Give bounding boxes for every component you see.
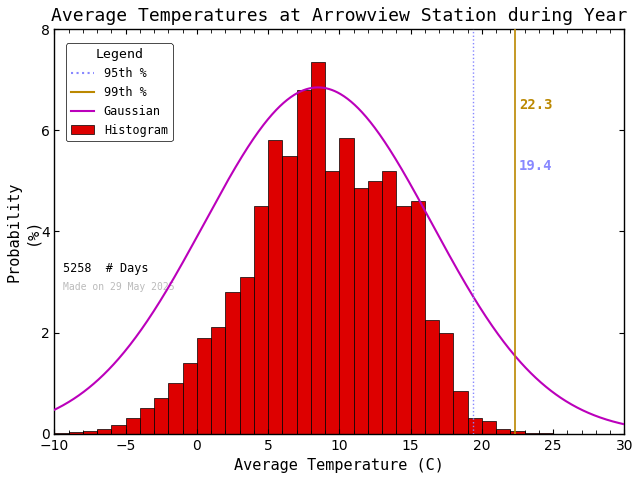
Bar [97, 429, 111, 433]
Y-axis label: Probability
(%): Probability (%) [7, 181, 39, 282]
Bar [311, 62, 325, 433]
Bar [368, 181, 382, 433]
Bar [282, 156, 297, 433]
Bar [510, 431, 525, 433]
Bar [182, 363, 197, 433]
Bar [254, 206, 268, 433]
Bar [83, 431, 97, 433]
Bar [111, 424, 125, 433]
Bar [54, 432, 68, 433]
Bar [297, 90, 311, 433]
Bar [154, 398, 168, 433]
Bar [211, 327, 225, 433]
Bar [482, 421, 496, 433]
Bar [325, 171, 339, 433]
Bar [197, 337, 211, 433]
Bar [68, 432, 83, 433]
Bar [125, 419, 140, 433]
Text: 5258  # Days: 5258 # Days [63, 262, 148, 275]
Bar [425, 320, 439, 433]
Bar [225, 292, 239, 433]
Bar [239, 277, 254, 433]
Legend: 95th %, 99th %, Gaussian, Histogram: 95th %, 99th %, Gaussian, Histogram [66, 43, 173, 141]
Bar [268, 141, 282, 433]
Text: 22.3: 22.3 [519, 98, 552, 112]
Bar [439, 333, 453, 433]
Bar [396, 206, 411, 433]
Bar [496, 429, 510, 433]
Bar [339, 138, 354, 433]
Bar [468, 419, 482, 433]
Title: Average Temperatures at Arrowview Station during Year: Average Temperatures at Arrowview Statio… [51, 7, 628, 25]
Bar [168, 383, 182, 433]
Bar [382, 171, 396, 433]
Bar [411, 201, 425, 433]
Bar [453, 391, 468, 433]
Text: 19.4: 19.4 [519, 159, 552, 173]
Text: Made on 29 May 2025: Made on 29 May 2025 [63, 282, 175, 292]
Bar [525, 432, 539, 433]
Bar [354, 189, 368, 433]
Bar [140, 408, 154, 433]
X-axis label: Average Temperature (C): Average Temperature (C) [234, 458, 444, 473]
